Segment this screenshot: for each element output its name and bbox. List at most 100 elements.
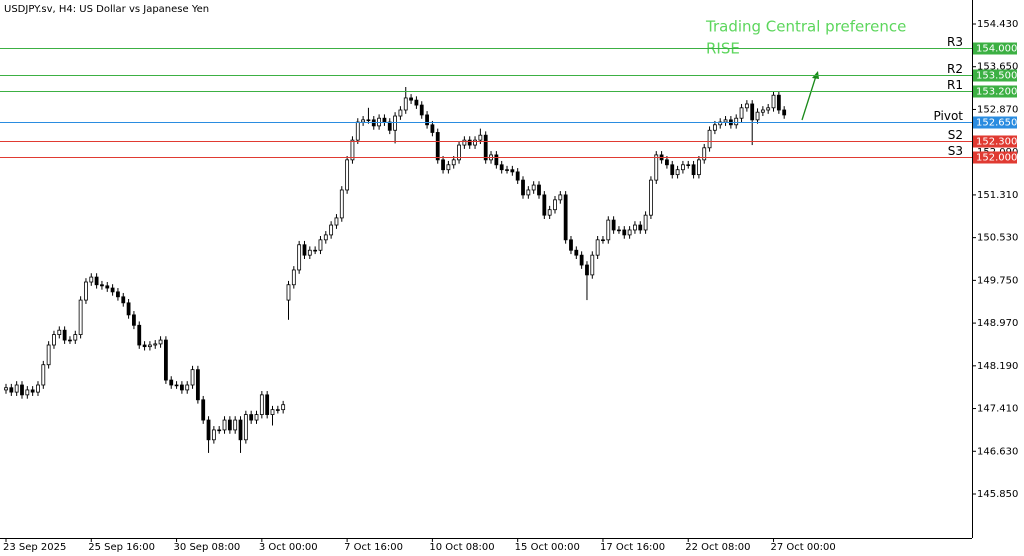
candle-body [366, 119, 371, 122]
candle-body [25, 389, 30, 396]
candle-body [329, 224, 334, 236]
candle-body [760, 109, 765, 113]
candle-body [105, 285, 110, 289]
level-price-label: 153.500 [976, 71, 1017, 82]
candle-body [211, 429, 216, 441]
candle-body [670, 164, 675, 176]
candle-body [750, 103, 755, 121]
candle-body [744, 103, 749, 109]
candle-body [771, 94, 776, 109]
candle-body [68, 339, 72, 342]
y-tick-label: 151.310 [977, 190, 1018, 201]
candle-body [233, 419, 238, 431]
candle-body [707, 129, 712, 149]
candle-body [275, 409, 280, 411]
candle-body [52, 334, 56, 346]
candle-body [601, 239, 605, 242]
candle-body [409, 97, 413, 101]
candle-body [419, 104, 424, 116]
candle-body [478, 134, 483, 141]
level-name: S2 [948, 128, 963, 142]
candle-body [558, 194, 563, 201]
candle-body [499, 164, 504, 171]
level-name: R1 [947, 78, 963, 92]
candle-body [57, 329, 62, 335]
forecast-arrow [801, 75, 817, 121]
candle-body [302, 244, 307, 256]
level-price-label: 152.000 [976, 153, 1017, 164]
candle-body [89, 276, 94, 283]
candle-body [36, 384, 40, 393]
candle-body [4, 387, 8, 391]
candle-body [425, 114, 429, 126]
candle-body [222, 419, 227, 431]
candle-body [462, 139, 467, 146]
x-tick-label: 30 Sep 08:00 [174, 542, 241, 553]
candle-body [132, 314, 136, 326]
candle-body [521, 179, 525, 196]
candle-body [185, 384, 190, 391]
candle-body [142, 344, 147, 348]
candle-body [323, 234, 328, 241]
candle-body [403, 97, 408, 111]
candle-body [734, 117, 739, 126]
candle-body [243, 414, 248, 441]
candle-body [766, 107, 771, 111]
level-price-label: 152.650 [976, 118, 1017, 129]
candle-body [238, 419, 243, 441]
candle-body [494, 154, 499, 166]
x-tick-label: 23 Sep 2025 [3, 542, 66, 553]
candle-body [9, 387, 14, 393]
candle-body [585, 264, 589, 276]
y-tick-label: 148.190 [977, 361, 1018, 372]
candle-body [776, 94, 781, 111]
level-price-box [973, 135, 1017, 148]
x-tick-label: 10 Oct 08:00 [429, 542, 494, 553]
candle-body [227, 419, 232, 431]
candle-body [153, 343, 158, 346]
candle-body [617, 229, 621, 232]
y-tick-label: 154.430 [977, 19, 1018, 30]
candle-body [697, 159, 701, 176]
candle-body [755, 111, 760, 121]
candle-body [217, 429, 222, 432]
x-tick-label: 22 Oct 08:00 [685, 542, 750, 553]
y-tick-label: 146.630 [977, 446, 1018, 457]
candle-body [350, 139, 355, 161]
y-tick-label: 148.970 [977, 318, 1018, 329]
candle-body [435, 132, 440, 161]
level-price-box [973, 151, 1017, 164]
candle-body [531, 184, 536, 191]
candle-body [355, 121, 360, 141]
level-price-label: 153.200 [976, 87, 1017, 98]
candle-body [20, 384, 24, 396]
level-price-label: 154.000 [976, 44, 1017, 55]
candle-body [190, 369, 195, 386]
candle-body [681, 164, 685, 171]
chart-title: USDJPY.sv, H4: US Dollar vs Japanese Yen [4, 4, 209, 15]
candle-body [116, 291, 120, 298]
candle-body [547, 209, 552, 216]
candle-body [467, 139, 472, 146]
candle-body [611, 219, 616, 231]
candle-body [100, 284, 104, 287]
candle-body [14, 384, 19, 393]
candle-body [686, 164, 691, 166]
candle-body [441, 159, 445, 171]
level-price-box [973, 85, 1017, 98]
candle-body [174, 384, 179, 387]
candle-body [782, 109, 787, 116]
x-tick-label: 15 Oct 00:00 [515, 542, 580, 553]
candle-body [307, 249, 312, 256]
candle-body [163, 339, 168, 381]
y-tick-label: 145.850 [977, 489, 1018, 500]
candle-body [281, 404, 286, 411]
candle-body [446, 164, 451, 171]
candle-body [137, 324, 142, 346]
candle-body [270, 409, 275, 415]
candle-body [121, 296, 126, 304]
candle-body [259, 394, 264, 415]
candle-body [712, 124, 717, 131]
candle-body [595, 239, 600, 256]
